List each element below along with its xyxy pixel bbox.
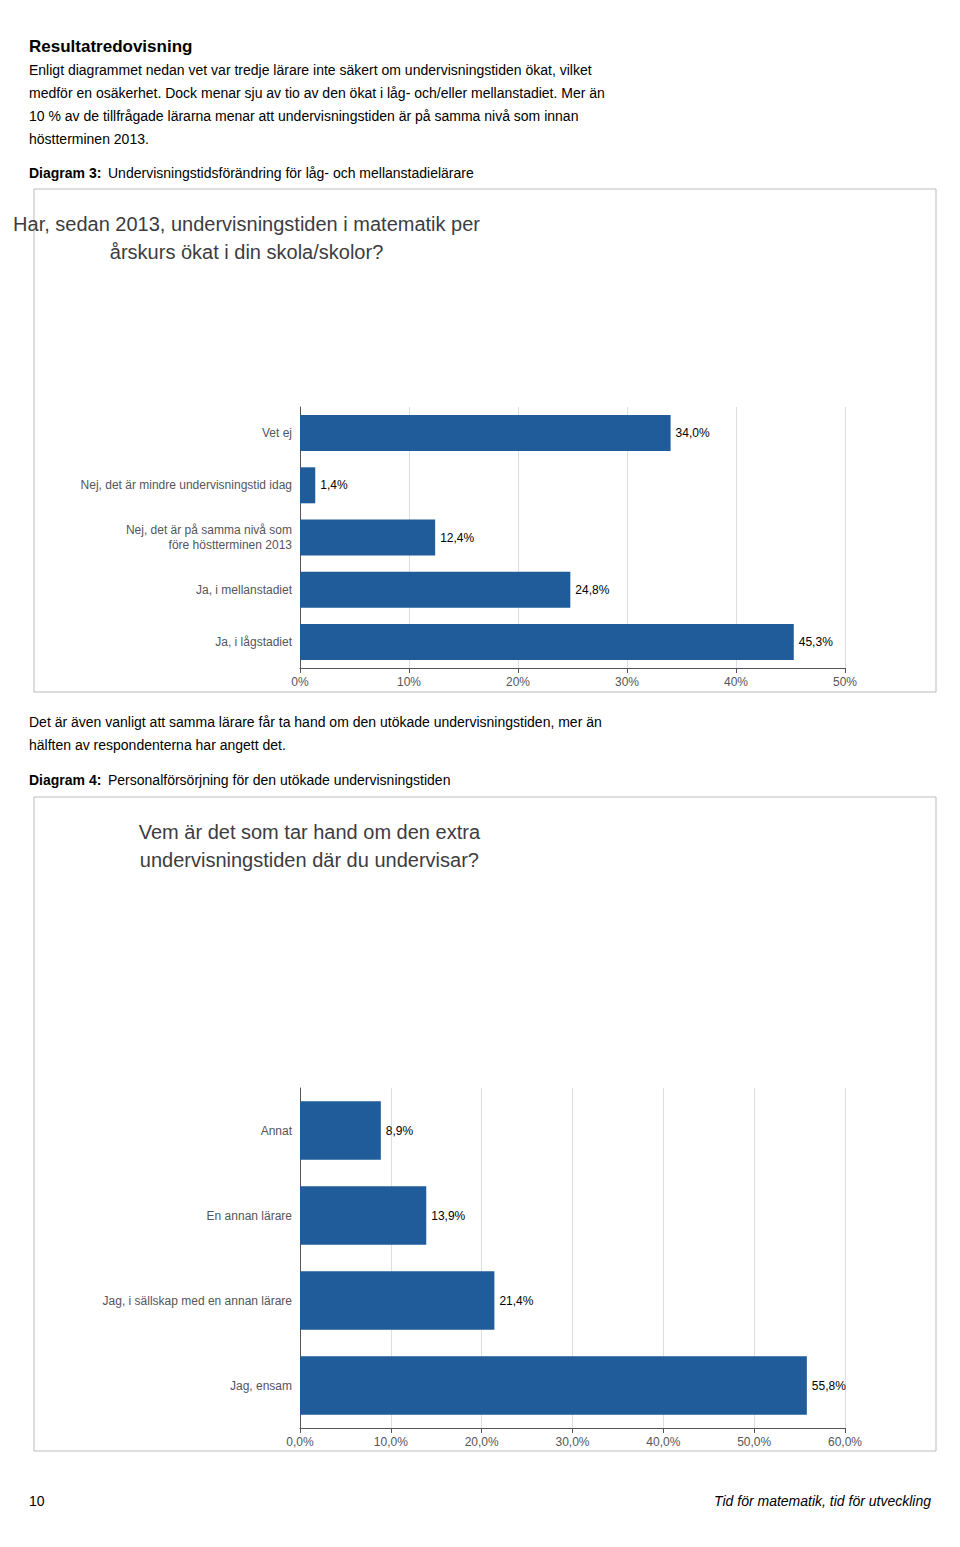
svg-text:1,4%: 1,4% xyxy=(320,478,348,492)
svg-text:Det är även vanligt att samma: Det är även vanligt att samma lärare får… xyxy=(29,714,602,730)
svg-text:10%: 10% xyxy=(397,675,421,689)
svg-text:60,0%: 60,0% xyxy=(828,1435,862,1449)
svg-text:8,9%: 8,9% xyxy=(386,1124,414,1138)
svg-text:medför en osäkerhet. Dock mena: medför en osäkerhet. Dock menar sju av t… xyxy=(29,85,605,101)
svg-text:undervisningstiden där du unde: undervisningstiden där du undervisar? xyxy=(140,849,479,871)
svg-text:40,0%: 40,0% xyxy=(646,1435,680,1449)
svg-text:Undervisningstidsförändring fö: Undervisningstidsförändring för låg- och… xyxy=(108,165,474,181)
svg-text:Tid för matematik, tid för utv: Tid för matematik, tid för utveckling xyxy=(714,1493,931,1509)
svg-text:Vet ej: Vet ej xyxy=(262,426,292,440)
svg-text:21,4%: 21,4% xyxy=(499,1294,533,1308)
svg-text:hälften av respondenterna har: hälften av respondenterna har angett det… xyxy=(29,737,286,753)
svg-text:Diagram 4:: Diagram 4: xyxy=(29,772,101,788)
svg-text:Jag, i sällskap med en annan l: Jag, i sällskap med en annan lärare xyxy=(103,1294,293,1308)
svg-text:34,0%: 34,0% xyxy=(676,426,710,440)
svg-text:Enligt diagrammet nedan vet va: Enligt diagrammet nedan vet var tredje l… xyxy=(29,62,592,78)
svg-text:55,8%: 55,8% xyxy=(812,1379,846,1393)
svg-text:20%: 20% xyxy=(506,675,530,689)
svg-text:50,0%: 50,0% xyxy=(737,1435,771,1449)
svg-text:24,8%: 24,8% xyxy=(575,583,609,597)
svg-text:Personalförsörjning för den ut: Personalförsörjning för den utökade unde… xyxy=(108,772,450,788)
svg-text:Vem är det som tar hand om den: Vem är det som tar hand om den extra xyxy=(139,821,481,843)
svg-text:En annan lärare: En annan lärare xyxy=(207,1209,293,1223)
svg-text:höstterminen 2013.: höstterminen 2013. xyxy=(29,131,149,147)
svg-text:0,0%: 0,0% xyxy=(286,1435,314,1449)
svg-text:10: 10 xyxy=(29,1493,45,1509)
svg-text:12,4%: 12,4% xyxy=(440,531,474,545)
svg-text:30,0%: 30,0% xyxy=(555,1435,589,1449)
svg-text:10 % av de tillfrågade lärarna: 10 % av de tillfrågade lärarna menar att… xyxy=(29,108,578,124)
svg-text:13,9%: 13,9% xyxy=(431,1209,465,1223)
svg-text:före höstterminen 2013: före höstterminen 2013 xyxy=(169,538,293,552)
svg-text:Jag, ensam: Jag, ensam xyxy=(230,1379,292,1393)
svg-text:Diagram 3:: Diagram 3: xyxy=(29,165,101,181)
svg-text:40%: 40% xyxy=(724,675,748,689)
svg-text:Nej, det är mindre undervisnin: Nej, det är mindre undervisningstid idag xyxy=(81,478,292,492)
svg-text:Resultatredovisning: Resultatredovisning xyxy=(29,37,192,56)
svg-text:50%: 50% xyxy=(833,675,857,689)
svg-text:Annat: Annat xyxy=(261,1124,293,1138)
svg-text:Nej, det är på samma nivå som: Nej, det är på samma nivå som xyxy=(126,523,292,537)
svg-text:Ja, i lågstadiet: Ja, i lågstadiet xyxy=(215,635,292,649)
svg-text:30%: 30% xyxy=(615,675,639,689)
svg-text:Ja, i mellanstadiet: Ja, i mellanstadiet xyxy=(196,583,293,597)
svg-text:0%: 0% xyxy=(291,675,309,689)
svg-text:Har, sedan 2013, undervisnings: Har, sedan 2013, undervisningstiden i ma… xyxy=(13,213,480,235)
svg-text:45,3%: 45,3% xyxy=(799,635,833,649)
svg-text:10,0%: 10,0% xyxy=(374,1435,408,1449)
svg-text:årskurs ökat i din skola/skolo: årskurs ökat i din skola/skolor? xyxy=(110,241,383,263)
svg-text:20,0%: 20,0% xyxy=(465,1435,499,1449)
